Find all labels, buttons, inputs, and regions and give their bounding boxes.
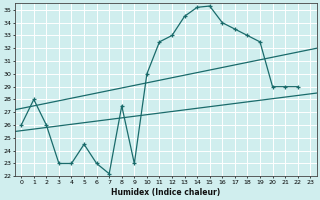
- X-axis label: Humidex (Indice chaleur): Humidex (Indice chaleur): [111, 188, 220, 197]
